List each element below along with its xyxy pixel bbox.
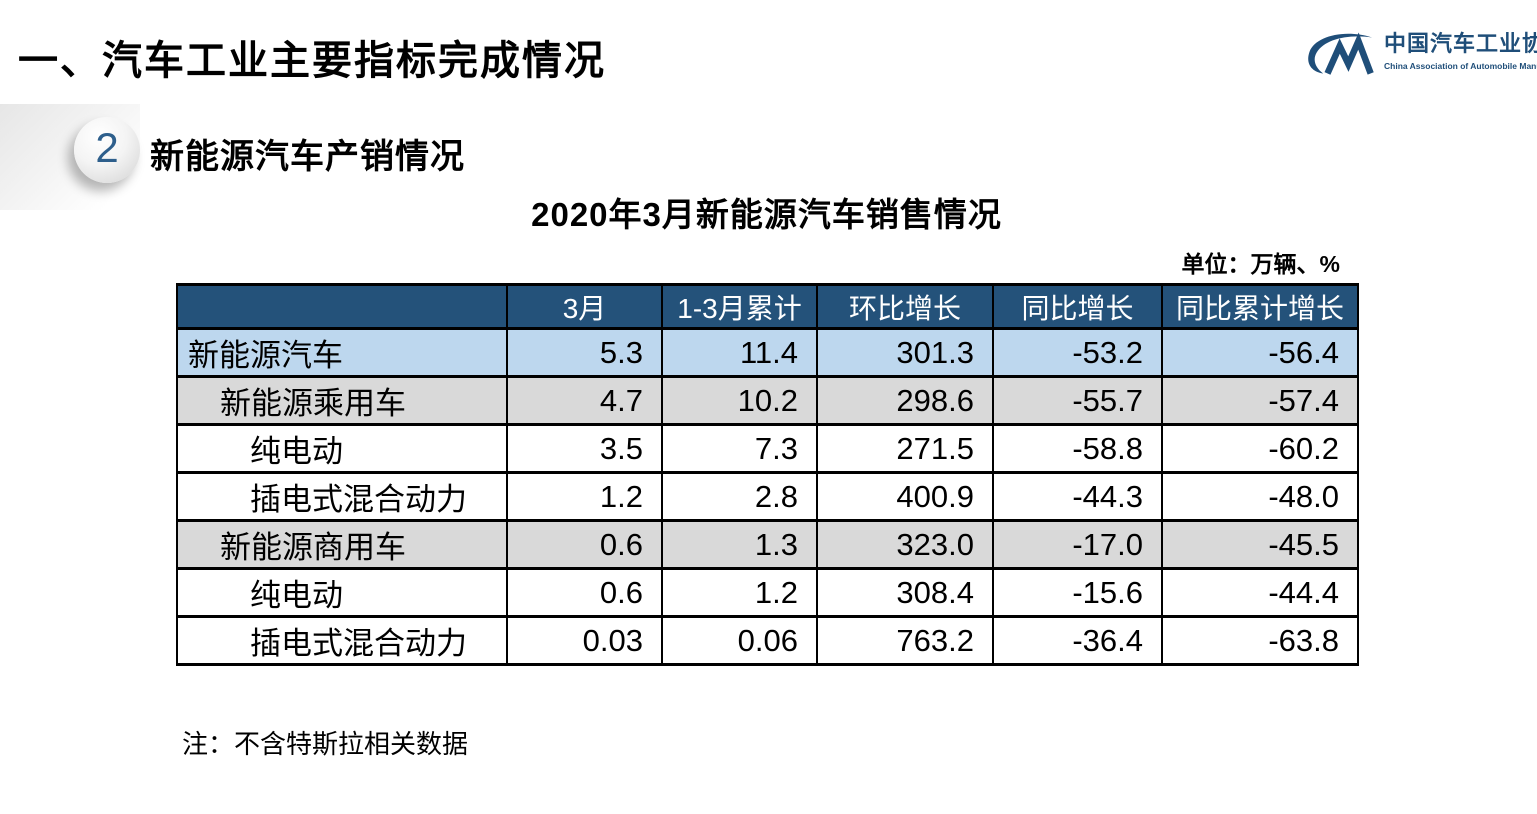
column-header-mom-growth: 环比增长 bbox=[816, 283, 994, 330]
value-cell: 763.2 bbox=[816, 615, 994, 666]
table-title: 2020年3月新能源汽车销售情况 bbox=[531, 196, 1002, 233]
value-cell: -17.0 bbox=[992, 519, 1163, 570]
column-header-yoy-growth: 同比增长 bbox=[992, 283, 1163, 330]
section-number-badge: 2 bbox=[74, 117, 140, 183]
value-cell: -48.0 bbox=[1161, 471, 1359, 522]
table-row: 插电式混合动力 0.03 0.06 763.2 -36.4 -63.8 bbox=[176, 615, 1359, 666]
value-cell: -57.4 bbox=[1161, 375, 1359, 426]
table-row: 插电式混合动力 1.2 2.8 400.9 -44.3 -48.0 bbox=[176, 471, 1359, 522]
value-cell: 7.3 bbox=[661, 423, 818, 474]
value-cell: -56.4 bbox=[1161, 327, 1359, 378]
logo-name-en: China Association of Automobile Manufact… bbox=[1384, 61, 1537, 71]
row-label-cell: 纯电动 bbox=[176, 423, 508, 474]
section-number: 2 bbox=[95, 124, 119, 171]
unit-label: 单位：万辆、% bbox=[1181, 251, 1340, 277]
caam-logo-icon bbox=[1308, 32, 1374, 75]
value-cell: 10.2 bbox=[661, 375, 818, 426]
row-label-cell: 新能源乘用车 bbox=[176, 375, 508, 426]
value-cell: -53.2 bbox=[992, 327, 1163, 378]
value-cell: -44.3 bbox=[992, 471, 1163, 522]
table-row: 新能源商用车 0.6 1.3 323.0 -17.0 -45.5 bbox=[176, 519, 1359, 570]
row-label-cell: 新能源商用车 bbox=[176, 519, 508, 570]
row-label-cell: 纯电动 bbox=[176, 567, 508, 618]
value-cell: 0.6 bbox=[506, 567, 663, 618]
nev-sales-table: 3月 1-3月累计 环比增长 同比增长 同比累计增长 新能源汽车 5.3 11.… bbox=[176, 283, 1359, 666]
value-cell: 1.3 bbox=[661, 519, 818, 570]
section-title: 新能源汽车产销情况 bbox=[150, 138, 465, 176]
page-title: 一、汽车工业主要指标完成情况 bbox=[18, 39, 606, 83]
logo-name-cn: 中国汽车工业协会 bbox=[1384, 31, 1537, 56]
caam-logo-text: 中国汽车工业协会 China Association of Automobile… bbox=[1384, 26, 1537, 71]
column-header-march: 3月 bbox=[506, 283, 663, 330]
value-cell: 301.3 bbox=[816, 327, 994, 378]
value-cell: -36.4 bbox=[992, 615, 1163, 666]
column-header-yoy-cum-growth: 同比累计增长 bbox=[1161, 283, 1359, 330]
value-cell: -44.4 bbox=[1161, 567, 1359, 618]
caam-logo: 中国汽车工业协会 China Association of Automobile… bbox=[1303, 26, 1537, 78]
value-cell: -63.8 bbox=[1161, 615, 1359, 666]
value-cell: 1.2 bbox=[506, 471, 663, 522]
value-cell: 5.3 bbox=[506, 327, 663, 378]
value-cell: 0.03 bbox=[506, 615, 663, 666]
column-header-cumulative: 1-3月累计 bbox=[661, 283, 818, 330]
value-cell: -60.2 bbox=[1161, 423, 1359, 474]
footnote: 注：不含特斯拉相关数据 bbox=[182, 729, 469, 759]
table-row: 新能源乘用车 4.7 10.2 298.6 -55.7 -57.4 bbox=[176, 375, 1359, 426]
value-cell: -55.7 bbox=[992, 375, 1163, 426]
table-row: 纯电动 3.5 7.3 271.5 -58.8 -60.2 bbox=[176, 423, 1359, 474]
value-cell: 11.4 bbox=[661, 327, 818, 378]
column-header-label bbox=[176, 283, 508, 330]
value-cell: -45.5 bbox=[1161, 519, 1359, 570]
table-row: 新能源汽车 5.3 11.4 301.3 -53.2 -56.4 bbox=[176, 327, 1359, 378]
row-label-cell: 插电式混合动力 bbox=[176, 471, 508, 522]
value-cell: 3.5 bbox=[506, 423, 663, 474]
value-cell: 4.7 bbox=[506, 375, 663, 426]
value-cell: 271.5 bbox=[816, 423, 994, 474]
row-label-cell: 新能源汽车 bbox=[176, 327, 508, 378]
value-cell: 308.4 bbox=[816, 567, 994, 618]
table-row: 纯电动 0.6 1.2 308.4 -15.6 -44.4 bbox=[176, 567, 1359, 618]
value-cell: 0.6 bbox=[506, 519, 663, 570]
value-cell: 323.0 bbox=[816, 519, 994, 570]
value-cell: 298.6 bbox=[816, 375, 994, 426]
table-header-row: 3月 1-3月累计 环比增长 同比增长 同比累计增长 bbox=[176, 283, 1359, 330]
value-cell: 2.8 bbox=[661, 471, 818, 522]
value-cell: -58.8 bbox=[992, 423, 1163, 474]
value-cell: 0.06 bbox=[661, 615, 818, 666]
value-cell: 1.2 bbox=[661, 567, 818, 618]
row-label-cell: 插电式混合动力 bbox=[176, 615, 508, 666]
value-cell: 400.9 bbox=[816, 471, 994, 522]
value-cell: -15.6 bbox=[992, 567, 1163, 618]
